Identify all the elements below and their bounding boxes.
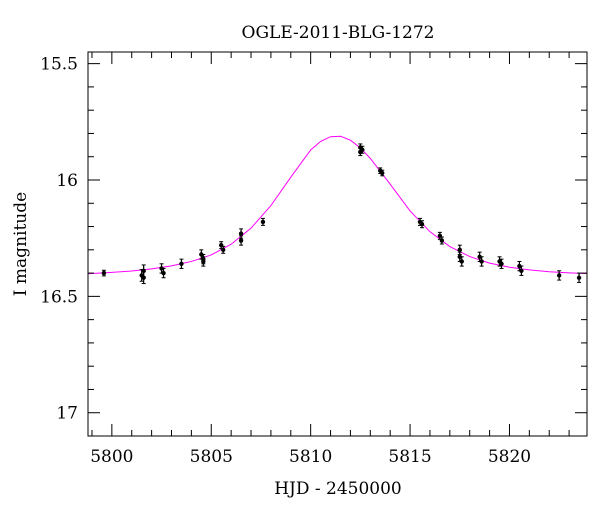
data-marker xyxy=(439,238,445,243)
data-marker xyxy=(360,147,365,152)
data-marker xyxy=(459,259,464,264)
data-marker xyxy=(179,261,184,266)
x-tick-label: 5820 xyxy=(488,447,531,467)
data-point xyxy=(201,256,206,267)
data-marker xyxy=(576,275,582,280)
data-marker xyxy=(499,261,504,266)
plot-frame xyxy=(87,51,588,437)
data-marker xyxy=(101,270,107,276)
y-tick-label: 15.5 xyxy=(40,55,78,75)
data-marker xyxy=(479,259,484,264)
model-curve xyxy=(88,135,587,275)
data-point xyxy=(519,265,524,276)
data-point xyxy=(161,267,166,279)
y-tick-label: 17 xyxy=(56,404,78,424)
data-marker xyxy=(260,219,266,225)
data-point xyxy=(141,271,146,285)
data-marker xyxy=(238,231,244,236)
tick-labels: 5800 5805 5810 5815 5820 15.5 16 16.5 17 xyxy=(40,55,531,467)
data-marker xyxy=(201,259,206,264)
axis-ticks xyxy=(88,52,587,437)
x-tick-label: 5805 xyxy=(190,447,233,467)
data-marker xyxy=(519,268,524,273)
data-point xyxy=(380,169,385,177)
data-marker xyxy=(380,170,385,176)
data-point xyxy=(360,145,365,154)
data-marker xyxy=(457,247,462,253)
data-point xyxy=(556,270,562,281)
data-point xyxy=(419,220,425,229)
x-tick-label: 5815 xyxy=(388,447,431,467)
data-point xyxy=(101,269,107,277)
x-tick-label: 5800 xyxy=(90,447,133,467)
data-marker xyxy=(141,275,146,280)
data-marker xyxy=(419,222,425,227)
y-tick-label: 16.5 xyxy=(40,287,78,307)
data-marker xyxy=(161,270,166,276)
data-marker xyxy=(220,247,226,253)
data-point xyxy=(179,258,184,269)
data-point xyxy=(260,217,266,226)
data-marker xyxy=(556,273,562,278)
y-axis-label: I magnitude xyxy=(11,192,31,296)
data-point xyxy=(479,256,484,267)
chart-title: OGLE-2011-BLG-1272 xyxy=(242,23,435,43)
data-marker xyxy=(238,238,244,243)
data-point xyxy=(220,245,226,254)
data-point xyxy=(576,272,582,283)
x-axis-label: HJD - 2450000 xyxy=(274,479,402,499)
data-point xyxy=(238,235,244,246)
data-point xyxy=(439,236,445,245)
x-tick-label: 5810 xyxy=(289,447,332,467)
y-tick-label: 16 xyxy=(56,171,78,191)
data-point xyxy=(499,258,504,269)
data-point xyxy=(459,256,464,267)
model-curve-layer xyxy=(88,135,587,275)
data-points-layer xyxy=(101,143,582,285)
